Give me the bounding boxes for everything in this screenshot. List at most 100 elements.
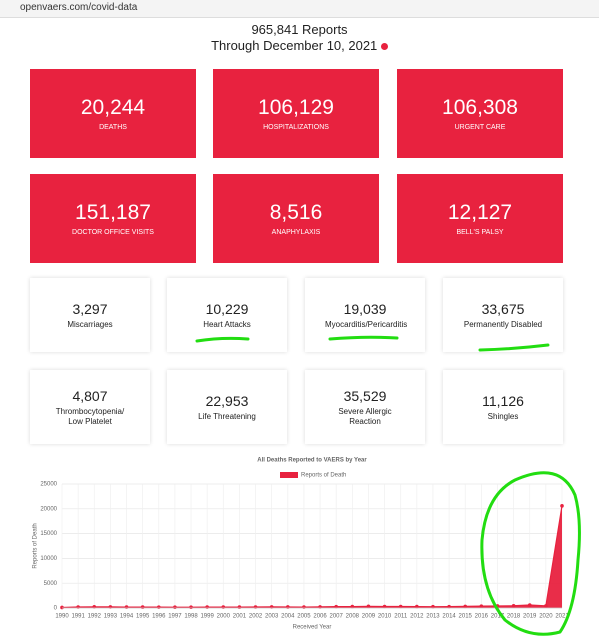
point	[431, 604, 435, 609]
point	[156, 605, 161, 609]
x-tick-label: 1990	[55, 614, 69, 620]
stat-card: 19,039 Myocarditis/Pericarditis	[305, 278, 425, 352]
x-tick-label: 2015	[459, 614, 473, 620]
point	[560, 504, 564, 508]
x-tick-label: 2017	[491, 614, 505, 620]
x-tick-label: 1998	[184, 614, 198, 620]
x-axis-title: Received Year	[293, 625, 332, 631]
stat-card: 106,308 URGENT CARE	[397, 69, 563, 158]
x-tick-label: 1991	[71, 614, 85, 620]
stat-value: 19,039	[343, 300, 387, 317]
stat-label: DOCTOR OFFICE VISITS	[72, 229, 154, 236]
point	[350, 604, 355, 609]
y-tick-label: 10000	[40, 556, 57, 562]
stat-card: 11,126 Shingles	[443, 370, 563, 444]
stat-card: 3,297 Miscarriages	[30, 278, 150, 352]
url[interactable]: openvaers.com/covid-data	[20, 2, 138, 13]
stat-value: 106,308	[442, 96, 518, 119]
stat-value: 151,187	[75, 201, 151, 224]
x-tick-label: 2019	[523, 614, 537, 620]
browser-bar: openvaers.com/covid-data	[0, 0, 599, 18]
stat-card: 35,529 Severe Allergic Reaction	[305, 370, 425, 444]
stat-label: HOSPITALIZATIONS	[263, 124, 329, 131]
stat-card: 8,516 ANAPHYLAXIS	[213, 174, 379, 263]
x-tick-label: 2007	[330, 614, 344, 620]
x-tick-label: 2011	[394, 614, 408, 620]
point	[140, 605, 145, 609]
stat-label: BELL'S PALSY	[456, 229, 504, 236]
stat-value: 106,129	[258, 96, 334, 119]
stat-card: 12,127 BELL'S PALSY	[397, 174, 563, 263]
stat-value: 35,529	[343, 387, 387, 404]
y-tick-label: 0	[54, 606, 58, 612]
point	[398, 604, 403, 609]
x-tick-label: 2000	[217, 614, 231, 620]
stat-card: 33,675 Permanently Disabled	[443, 278, 563, 352]
x-tick-label: 2016	[475, 614, 489, 620]
x-tick-label: 2010	[378, 614, 392, 620]
stat-label: Miscarriages	[67, 319, 113, 329]
line	[61, 505, 563, 609]
legend-swatch	[280, 472, 298, 478]
point	[237, 605, 242, 609]
area	[62, 505, 562, 608]
stat-label: Myocarditis/Pericarditis	[325, 319, 408, 329]
x-tick-label: 2008	[346, 614, 360, 620]
y-tick-label: 15000	[40, 531, 57, 537]
stat-card: 151,187 DOCTOR OFFICE VISITS	[30, 174, 196, 263]
point	[544, 604, 548, 608]
x-tick-label: 1994	[120, 614, 134, 620]
stat-label: Thrombocytopenia/ Low Platelet	[55, 406, 125, 426]
stat-value: 12,127	[447, 201, 513, 224]
point	[511, 603, 516, 608]
stat-value: 10,229	[205, 300, 249, 317]
header-subtitle: Through December 10, 2021	[0, 38, 599, 53]
x-tick-label: 2006	[313, 614, 327, 620]
point	[463, 604, 468, 609]
x-tick-label: 2014	[442, 614, 456, 620]
point	[60, 605, 64, 610]
stat-label: Permanently Disabled	[463, 319, 543, 329]
x-tick-label: 2009	[362, 614, 376, 620]
header-title: 965,841 Reports	[251, 22, 348, 37]
point	[479, 604, 484, 608]
stat-value: 4,807	[72, 387, 108, 404]
x-tick-label: 1995	[136, 614, 150, 620]
point	[527, 603, 532, 607]
stat-value: 3,297	[72, 300, 108, 317]
point	[334, 604, 338, 609]
x-tick-label: 2013	[426, 614, 440, 620]
info-icon[interactable]	[380, 43, 388, 50]
stat-value: 20,244	[80, 96, 146, 119]
x-tick-label: 2004	[281, 614, 295, 620]
x-tick-label: 1992	[88, 614, 102, 620]
stat-label: ANAPHYLAXIS	[271, 229, 321, 236]
x-tick-label: 2012	[410, 614, 424, 620]
point	[189, 605, 193, 610]
subtitle-text: Through December 10, 2021	[211, 38, 378, 53]
x-tick-label: 2001	[233, 614, 247, 620]
x-tick-label: 2002	[249, 614, 263, 620]
point	[495, 604, 500, 608]
stat-label: Severe Allergic Reaction	[338, 406, 392, 426]
y-tick-label: 5000	[44, 581, 58, 587]
point	[415, 604, 419, 609]
stat-card: 22,953 Life Threatening	[167, 370, 287, 444]
x-tick-label: 2003	[265, 614, 279, 620]
legend-label: Reports of Death	[301, 473, 346, 479]
x-tick-label: 2021	[555, 614, 569, 620]
stat-label: Life Threatening	[198, 411, 256, 421]
x-tick-label: 2018	[507, 614, 521, 620]
point	[382, 604, 387, 609]
y-axis-title: Reports of Death	[33, 523, 39, 568]
stat-label: DEATHS	[99, 124, 127, 131]
point	[173, 605, 177, 610]
chart-title: All Deaths Reported to VAERS by Year	[257, 458, 367, 464]
y-tick-label: 25000	[40, 482, 57, 488]
chart: All Deaths Reported to VAERS by Year 0 500…	[33, 458, 570, 631]
stat-value: 22,953	[205, 392, 249, 409]
stat-label: URGENT CARE	[454, 124, 506, 131]
point	[447, 604, 451, 609]
x-tick-label: 2005	[297, 614, 311, 620]
